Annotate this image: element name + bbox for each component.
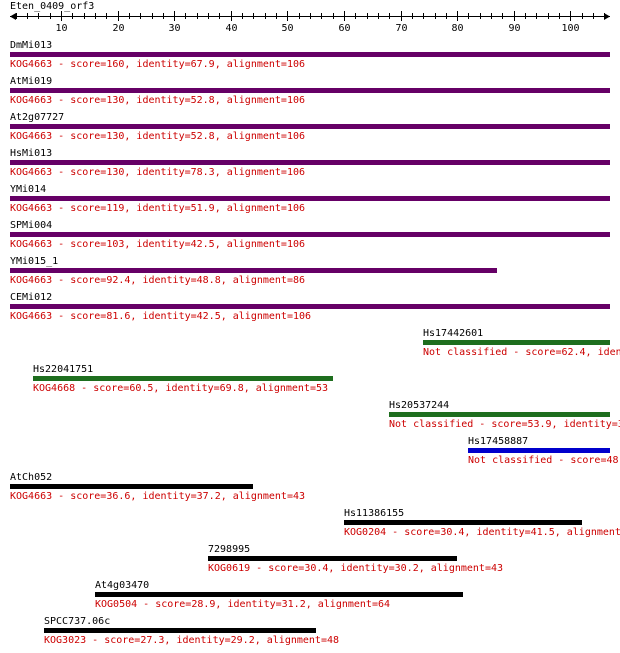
hit-row[interactable]: HsMi013 KOG4663 - score=130, identity=78.… [10, 148, 620, 184]
ruler-arrow-right-icon [604, 13, 610, 20]
ruler-tick-label: 60 [338, 23, 350, 34]
ruler-arrow-left-icon [10, 13, 16, 20]
hit-name[interactable]: AtMi019 [10, 76, 53, 87]
hit-name[interactable]: DmMi013 [10, 40, 53, 51]
hit-row[interactable]: 7298995 KOG0619 - score=30.4, identity=30… [208, 544, 620, 580]
hit-row[interactable]: AtCh052 KOG4663 - score=36.6, identity=37… [10, 472, 620, 508]
ruler-tick-label: 50 [281, 23, 293, 34]
ruler-tick-label: 30 [168, 23, 180, 34]
hit-description: KOG0504 - score=28.9, identity=31.2, ali… [95, 599, 391, 610]
hit-name[interactable]: Hs17442601 [423, 328, 484, 339]
hit-name[interactable]: CEMi012 [10, 292, 53, 303]
hit-alignment-bar[interactable] [10, 484, 253, 489]
hit-row[interactable]: Hs22041751 KOG4668 - score=60.5, identity… [33, 364, 620, 400]
hit-row[interactable]: SPMi004 KOG4663 - score=103, identity=42.… [10, 220, 620, 256]
hit-description: KOG4668 - score=60.5, identity=69.8, ali… [33, 383, 329, 394]
hit-name[interactable]: SPCC737.06c [44, 616, 111, 627]
ruler-tick-label: 100 [561, 23, 579, 34]
hit-alignment-bar[interactable] [10, 88, 610, 93]
hit-name[interactable]: AtCh052 [10, 472, 53, 483]
hit-name[interactable]: Hs22041751 [33, 364, 94, 375]
hit-name[interactable]: At2g07727 [10, 112, 65, 123]
hit-name[interactable]: SPMi004 [10, 220, 53, 231]
hit-row[interactable]: CEMi012 KOG4663 - score=81.6, identity=42… [10, 292, 620, 328]
hit-description: Not classified - score=48.1, identity=35… [468, 455, 620, 466]
hit-alignment-bar[interactable] [10, 52, 610, 57]
ruler-minor-ticks [16, 13, 605, 19]
ruler-tick-label: 80 [451, 23, 463, 34]
hit-alignment-bar[interactable] [468, 448, 610, 453]
hit-name[interactable]: Hs20537244 [389, 400, 450, 411]
hit-name[interactable]: Hs11386155 [344, 508, 405, 519]
hit-alignment-bar[interactable] [10, 124, 610, 129]
hit-alignment-bar[interactable] [10, 160, 610, 165]
hit-row[interactable]: Hs11386155 KOG0204 - score=30.4, identity… [344, 508, 620, 544]
hit-description: KOG4663 - score=92.4, identity=48.8, ali… [10, 275, 306, 286]
hit-name[interactable]: HsMi013 [10, 148, 53, 159]
hit-alignment-bar[interactable] [10, 232, 610, 237]
hit-name[interactable]: Hs17458887 [468, 436, 529, 447]
hit-row[interactable]: AtMi019 KOG4663 - score=130, identity=52.… [10, 76, 620, 112]
hit-description: KOG4663 - score=119, identity=51.9, alig… [10, 203, 306, 214]
hit-alignment-bar[interactable] [95, 592, 463, 597]
hit-row[interactable]: SPCC737.06c KOG3023 - score=27.3, identit… [44, 616, 620, 652]
ruler-tick-label: 10 [55, 23, 67, 34]
hit-description: KOG0619 - score=30.4, identity=30.2, ali… [208, 563, 504, 574]
hit-row[interactable]: YMi014 KOG4663 - score=119, identity=51.9… [10, 184, 620, 220]
hit-description: Not classified - score=62.4, identity=38… [423, 347, 620, 358]
hit-name[interactable]: 7298995 [208, 544, 251, 555]
position-ruler: 10 20 30 40 50 60 70 80 90 100 [10, 11, 610, 34]
hit-description: KOG4663 - score=160, identity=67.9, alig… [10, 59, 306, 70]
hit-alignment-bar[interactable] [44, 628, 316, 633]
hit-description: KOG4663 - score=81.6, identity=42.5, ali… [10, 311, 312, 322]
hit-row[interactable]: Hs17442601 Not classified - score=62.4, i… [423, 328, 620, 364]
hit-alignment-bar[interactable] [33, 376, 333, 381]
hit-alignment-bar[interactable] [10, 304, 610, 309]
hit-description: KOG4663 - score=130, identity=78.3, alig… [10, 167, 306, 178]
hit-description: KOG4663 - score=103, identity=42.5, alig… [10, 239, 306, 250]
ruler-tick-label: 20 [112, 23, 124, 34]
hit-description: KOG4663 - score=36.6, identity=37.2, ali… [10, 491, 306, 502]
ruler-tick-label: 70 [395, 23, 407, 34]
hit-row[interactable]: DmMi013 KOG4663 - score=160, identity=67.… [10, 40, 620, 76]
hit-alignment-bar[interactable] [389, 412, 610, 417]
hit-alignment-bar[interactable] [10, 196, 610, 201]
hit-description: KOG4663 - score=130, identity=52.8, alig… [10, 131, 306, 142]
hit-description: Not classified - score=53.9, identity=38… [389, 419, 620, 430]
ruler-major-ticks: 10 20 30 40 50 60 70 80 90 100 [55, 11, 580, 34]
hit-alignment-bar[interactable] [10, 268, 497, 273]
hit-alignment-bar[interactable] [423, 340, 610, 345]
hit-name[interactable]: YMi015_1 [10, 256, 59, 267]
hit-name[interactable]: At4g03470 [95, 580, 150, 591]
hit-name[interactable]: YMi014 [10, 184, 47, 195]
hit-row[interactable]: At2g07727 KOG4663 - score=130, identity=5… [10, 112, 620, 148]
hit-row[interactable]: YMi015_1 KOG4663 - score=92.4, identity=4… [10, 256, 620, 292]
hit-alignment-bar[interactable] [344, 520, 582, 525]
hit-alignment-bar[interactable] [208, 556, 457, 561]
hit-description: KOG0204 - score=30.4, identity=41.5, ali… [344, 527, 620, 538]
hit-row[interactable]: At4g03470 KOG0504 - score=28.9, identity=… [95, 580, 620, 616]
query-title: Eten_0409_orf3 [10, 1, 95, 12]
hit-description: KOG4663 - score=130, identity=52.8, alig… [10, 95, 306, 106]
ruler-tick-label: 90 [508, 23, 520, 34]
hit-row[interactable]: Hs20537244 Not classified - score=53.9, i… [389, 400, 620, 436]
hit-row[interactable]: Hs17458887 Not classified - score=48.1, i… [468, 436, 620, 472]
ruler-tick-label: 40 [225, 23, 237, 34]
hit-description: KOG3023 - score=27.3, identity=29.2, ali… [44, 635, 340, 646]
